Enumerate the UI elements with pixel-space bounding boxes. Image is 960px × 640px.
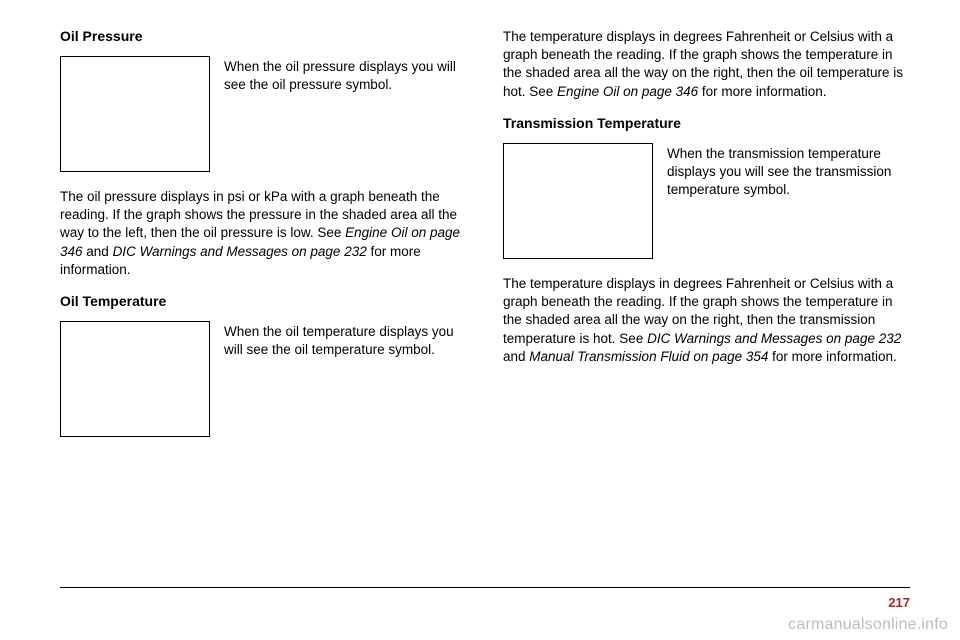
oil-pressure-row: When the oil pressure displays you will … bbox=[60, 56, 467, 172]
text-span: for more information. bbox=[698, 84, 826, 99]
transmission-temp-side-text: When the transmission temperature displa… bbox=[667, 143, 910, 200]
footer-divider bbox=[60, 587, 910, 588]
oil-temp-body: The temperature displays in degrees Fahr… bbox=[503, 28, 910, 101]
watermark-text: carmanualsonline.info bbox=[788, 616, 948, 634]
heading-transmission-temperature: Transmission Temperature bbox=[503, 115, 910, 131]
oil-pressure-symbol-image bbox=[60, 56, 210, 172]
oil-temperature-side-text: When the oil temperature displays you wi… bbox=[224, 321, 467, 359]
oil-pressure-side-text: When the oil pressure displays you will … bbox=[224, 56, 467, 94]
content-columns: Oil Pressure When the oil pressure displ… bbox=[60, 28, 910, 568]
transmission-temp-row: When the transmission temperature displa… bbox=[503, 143, 910, 259]
text-span: and bbox=[503, 349, 529, 364]
page-number: 217 bbox=[888, 595, 910, 610]
reference-link: Engine Oil on page 346 bbox=[557, 84, 698, 99]
text-span: for more information. bbox=[768, 349, 896, 364]
reference-link: DIC Warnings and Messages on page 232 bbox=[647, 331, 901, 346]
left-column: Oil Pressure When the oil pressure displ… bbox=[60, 28, 467, 568]
heading-oil-pressure: Oil Pressure bbox=[60, 28, 467, 44]
text-span: and bbox=[83, 244, 113, 259]
oil-pressure-body: The oil pressure displays in psi or kPa … bbox=[60, 188, 467, 279]
transmission-temp-body: The temperature displays in degrees Fahr… bbox=[503, 275, 910, 366]
right-column: The temperature displays in degrees Fahr… bbox=[503, 28, 910, 568]
oil-temperature-row: When the oil temperature displays you wi… bbox=[60, 321, 467, 437]
reference-link: Manual Transmission Fluid on page 354 bbox=[529, 349, 768, 364]
oil-temperature-symbol-image bbox=[60, 321, 210, 437]
heading-oil-temperature: Oil Temperature bbox=[60, 293, 467, 309]
transmission-temp-symbol-image bbox=[503, 143, 653, 259]
reference-link: DIC Warnings and Messages on page 232 bbox=[113, 244, 367, 259]
